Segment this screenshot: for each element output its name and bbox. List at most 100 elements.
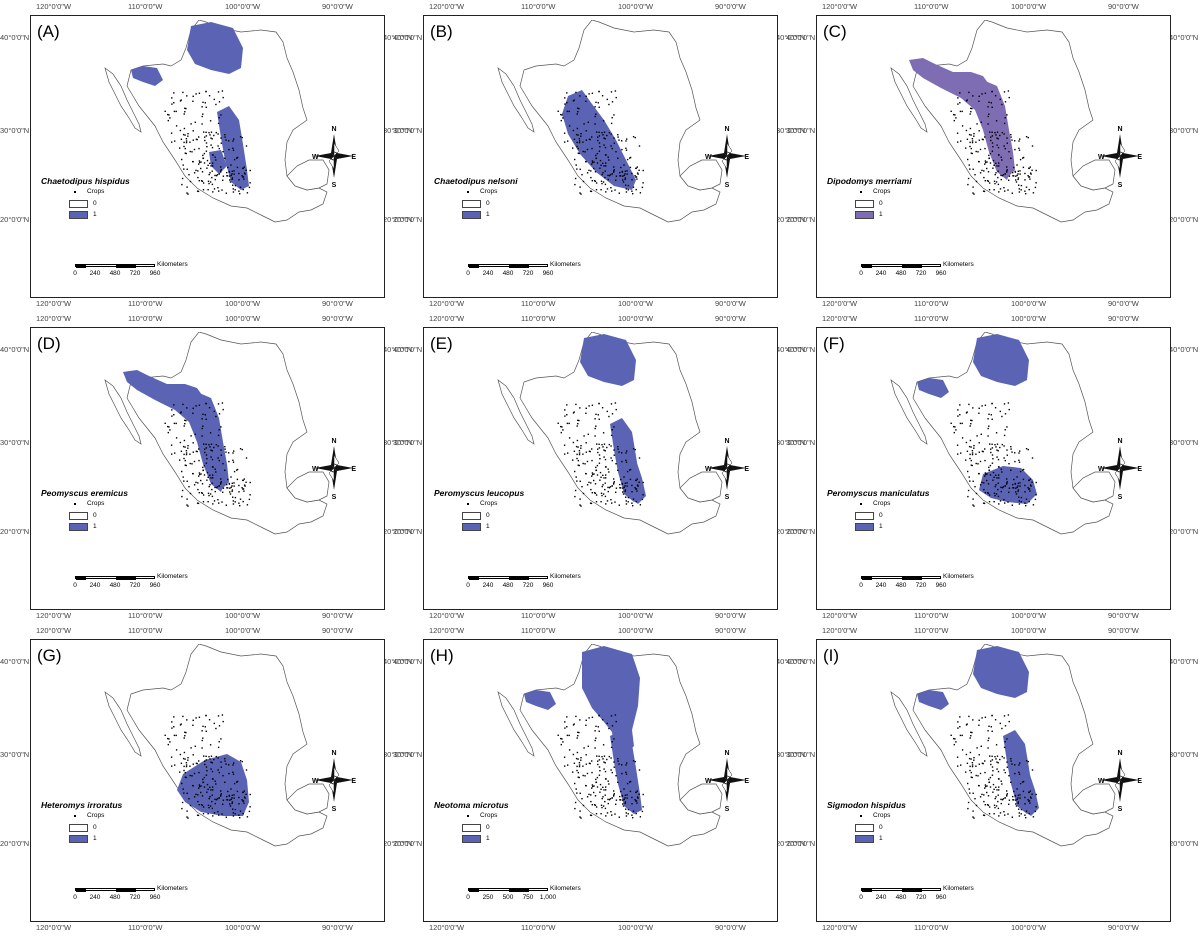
- crop-point: [1004, 725, 1007, 727]
- crop-point: [602, 172, 604, 174]
- crop-point: [594, 115, 596, 118]
- crop-point: [1029, 172, 1032, 174]
- crop-point: [575, 757, 578, 760]
- crop-point: [610, 187, 612, 189]
- crop-point: [210, 789, 212, 791]
- crop-point: [980, 745, 982, 747]
- crop-point: [955, 429, 957, 431]
- crop-point: [980, 121, 982, 123]
- crop-point: [993, 813, 995, 815]
- crop-point: [173, 726, 175, 728]
- crop-point: [591, 492, 593, 494]
- crop-point: [624, 485, 626, 487]
- crop-point: [572, 753, 575, 756]
- crop-point: [232, 191, 235, 193]
- crop-point: [239, 505, 241, 507]
- crop-point: [610, 133, 612, 135]
- crop-point: [225, 816, 227, 818]
- crop-point: [613, 114, 615, 116]
- crop-point: [202, 189, 205, 191]
- crop-point: [196, 190, 199, 192]
- crop-point: [996, 456, 998, 458]
- crop-point: [580, 135, 582, 137]
- latitude-tick-left: 20°0'0"N: [786, 215, 816, 224]
- scale-tick-label: 960: [935, 894, 947, 901]
- crop-point: [597, 136, 599, 138]
- crop-point: [184, 758, 186, 760]
- crop-point: [209, 446, 211, 448]
- crop-point: [202, 154, 204, 157]
- crop-point: [961, 749, 964, 751]
- crop-point: [627, 813, 629, 815]
- crop-point: [1014, 148, 1016, 151]
- crop-point: [214, 802, 216, 805]
- crop-point: [201, 427, 203, 430]
- scale-bar: Kilometers 0 240 480 720 960: [73, 261, 245, 284]
- country-outline: [912, 20, 1114, 223]
- crop-point: [184, 464, 186, 466]
- crop-point: [988, 806, 991, 808]
- crop-point: [577, 735, 579, 737]
- map-frame: (E) Peromyscus leucopus Crops 0 1 Kilometers 0…: [423, 327, 778, 610]
- crop-point: [222, 799, 225, 801]
- latitude-tick-right: 30°0'0"N: [776, 750, 806, 759]
- compass-n-label: N: [331, 750, 336, 757]
- crop-point: [192, 407, 194, 409]
- crop-point: [207, 189, 209, 191]
- crop-point: [585, 442, 587, 444]
- crop-point: [566, 716, 568, 718]
- crop-point: [989, 152, 992, 155]
- longitude-tick-top: 120°0'0"W: [822, 626, 858, 635]
- crop-point: [192, 719, 194, 721]
- crop-point: [202, 813, 205, 815]
- crop-point: [205, 135, 208, 137]
- latitude-tick-right: 20°0'0"N: [383, 839, 413, 848]
- crop-point: [1011, 192, 1013, 194]
- crop-point: [959, 414, 961, 416]
- crop-point: [578, 419, 580, 422]
- crop-point: [981, 762, 984, 764]
- crop-point: [1011, 763, 1013, 765]
- crop-point: [184, 446, 186, 448]
- crop-point: [575, 91, 577, 94]
- crop-point: [231, 173, 233, 175]
- crop-point: [196, 762, 198, 765]
- scale-tick-label: 480: [109, 894, 121, 901]
- crop-point: [598, 131, 600, 133]
- crop-point: [232, 452, 234, 454]
- crop-point: [965, 129, 968, 132]
- crop-point: [1013, 478, 1015, 481]
- crop-point: [604, 466, 607, 468]
- crop-point: [210, 449, 212, 451]
- crop-point: [192, 139, 194, 141]
- crop-point: [205, 755, 207, 757]
- crop-point: [201, 115, 203, 118]
- crop-point: [181, 183, 183, 186]
- crop-point: [636, 802, 638, 804]
- crop-point: [994, 494, 996, 497]
- crop-point: [226, 487, 228, 489]
- crop-point: [230, 164, 232, 166]
- crop-point: [641, 498, 644, 501]
- scale-tick-label: 0: [859, 582, 863, 589]
- crop-point: [200, 804, 203, 806]
- crop-point: [221, 813, 223, 815]
- crop-point: [205, 150, 208, 152]
- crop-point: [189, 774, 191, 777]
- crop-point: [572, 129, 575, 132]
- crop-point: [983, 488, 985, 491]
- crop-point: [200, 167, 202, 170]
- scale-tick-label: 960: [149, 270, 161, 277]
- crop-point: [1031, 145, 1034, 147]
- crop-point: [221, 714, 224, 716]
- legend-presence-swatch: [462, 211, 481, 219]
- longitude-tick-top: 100°0'0"W: [225, 626, 261, 635]
- crop-point: [1000, 178, 1002, 181]
- crop-point: [629, 781, 631, 783]
- crop-point: [222, 175, 225, 177]
- crop-point: [1003, 499, 1005, 501]
- crop-point: [582, 453, 584, 455]
- crop-point: [1001, 487, 1004, 489]
- crop-point: [957, 765, 959, 767]
